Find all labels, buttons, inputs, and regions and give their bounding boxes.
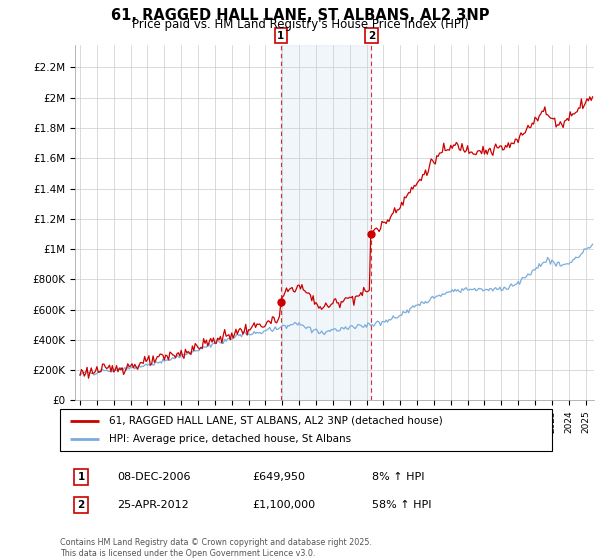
Text: 61, RAGGED HALL LANE, ST ALBANS, AL2 3NP (detached house): 61, RAGGED HALL LANE, ST ALBANS, AL2 3NP… (109, 416, 443, 426)
Text: 8% ↑ HPI: 8% ↑ HPI (372, 472, 425, 482)
Text: 2: 2 (368, 31, 375, 41)
Text: 25-APR-2012: 25-APR-2012 (117, 500, 189, 510)
Text: 1: 1 (277, 31, 284, 41)
Text: HPI: Average price, detached house, St Albans: HPI: Average price, detached house, St A… (109, 434, 352, 444)
Text: £649,950: £649,950 (252, 472, 305, 482)
Text: 61, RAGGED HALL LANE, ST ALBANS, AL2 3NP: 61, RAGGED HALL LANE, ST ALBANS, AL2 3NP (111, 8, 489, 24)
FancyBboxPatch shape (60, 409, 552, 451)
Text: 58% ↑ HPI: 58% ↑ HPI (372, 500, 431, 510)
Text: 2: 2 (77, 500, 85, 510)
Text: 08-DEC-2006: 08-DEC-2006 (117, 472, 191, 482)
Bar (281, 45, 371, 400)
Text: Contains HM Land Registry data © Crown copyright and database right 2025.
This d: Contains HM Land Registry data © Crown c… (60, 538, 372, 558)
Text: 1: 1 (77, 472, 85, 482)
Text: £1,100,000: £1,100,000 (252, 500, 315, 510)
Text: Price paid vs. HM Land Registry's House Price Index (HPI): Price paid vs. HM Land Registry's House … (131, 18, 469, 31)
